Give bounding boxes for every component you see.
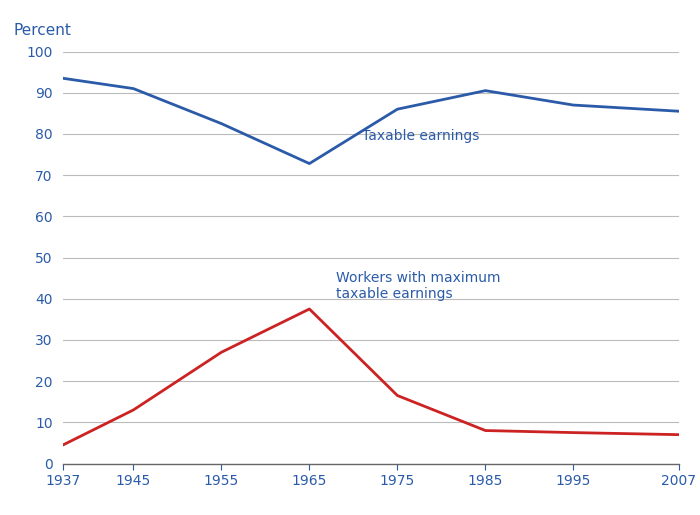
Text: Percent: Percent — [14, 23, 71, 38]
Text: Taxable earnings: Taxable earnings — [362, 129, 480, 143]
Text: Workers with maximum
taxable earnings: Workers with maximum taxable earnings — [336, 270, 500, 301]
